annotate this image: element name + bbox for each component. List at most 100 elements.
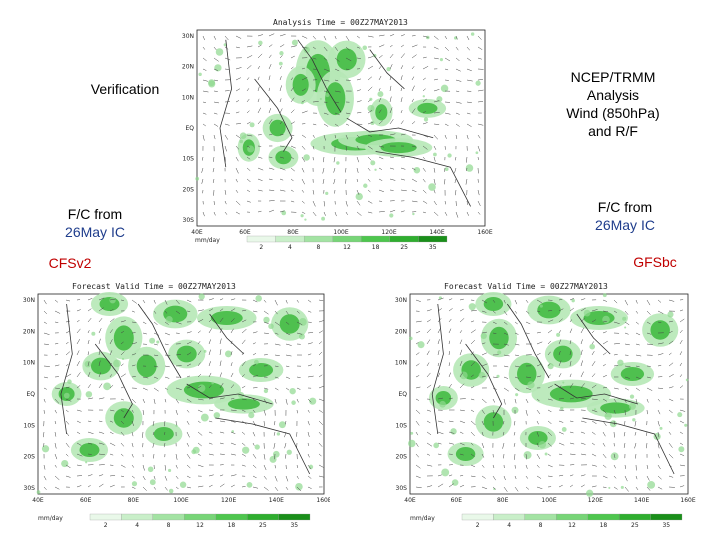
rain-area-core — [435, 391, 452, 405]
lat-tick-label: 20N — [23, 328, 35, 335]
wind-vector — [164, 321, 169, 325]
rain-area-core — [650, 320, 670, 340]
wind-vector — [54, 464, 57, 468]
wind-vector — [323, 211, 326, 216]
wind-vector — [98, 442, 105, 445]
wind-vector — [323, 79, 330, 82]
wind-vector — [400, 156, 405, 159]
wind-vector — [318, 351, 323, 356]
wind-vector — [323, 46, 328, 52]
wind-vector — [87, 308, 92, 312]
wind-vector — [657, 464, 661, 470]
wind-vector — [668, 453, 674, 459]
wind-vector — [367, 65, 374, 70]
wind-vector — [235, 111, 240, 114]
wind-vector — [197, 453, 201, 456]
wind-vector — [657, 310, 664, 314]
wind-vector — [558, 350, 561, 356]
wind-vector — [356, 89, 362, 92]
rain-area-core — [79, 443, 100, 457]
rain-speck — [336, 161, 340, 165]
colorbar-level: 4 — [135, 522, 139, 529]
wind-vector — [235, 145, 240, 150]
wind-vector — [131, 299, 137, 304]
wind-vector — [175, 354, 182, 356]
gfs-panel: Forecast Valid Time = 00Z27MAY2013 30N 20… — [392, 278, 702, 534]
rain-speck — [628, 402, 636, 410]
wind-vector — [252, 374, 259, 378]
wind-vector — [400, 110, 403, 114]
rain-speck — [617, 359, 624, 366]
wind-vector — [356, 156, 360, 163]
wind-vector — [657, 364, 662, 367]
wind-vector — [635, 354, 642, 357]
wind-vector — [296, 321, 303, 326]
wind-vector — [477, 101, 484, 103]
wind-vector — [356, 100, 362, 103]
wind-vector — [400, 87, 402, 92]
colorbar-level: 25 — [259, 522, 267, 529]
wind-vector — [164, 475, 168, 481]
wind-vector — [400, 120, 404, 125]
colorbar-level: 35 — [429, 244, 437, 250]
wind-vector — [257, 210, 262, 213]
coastline — [209, 313, 245, 355]
wind-vector — [334, 57, 340, 62]
wind-vector — [547, 385, 553, 389]
rain-speck — [304, 218, 307, 221]
wind-vector — [224, 211, 228, 215]
wind-vector — [201, 167, 204, 173]
wind-vector — [333, 156, 336, 163]
wind-vector — [224, 200, 227, 205]
wind-vector — [502, 431, 505, 436]
wind-vector — [164, 365, 170, 368]
rain-speck — [433, 442, 440, 449]
wind-vector — [109, 298, 116, 301]
wind-vector — [208, 319, 212, 323]
wind-vector — [65, 331, 70, 334]
wind-vector — [109, 484, 115, 488]
wind-vector — [197, 373, 202, 378]
wind-vector — [525, 299, 529, 303]
rain-speck — [417, 341, 425, 349]
wind-vector — [470, 464, 476, 468]
rain-speck — [291, 400, 296, 405]
wind-vector — [279, 85, 282, 92]
wind-vector — [459, 360, 463, 367]
wind-vector — [455, 79, 462, 82]
wind-vector — [481, 486, 488, 490]
wind-vector — [624, 321, 630, 326]
wind-vector — [131, 353, 137, 356]
wind-vector — [279, 44, 285, 48]
wind-vector — [131, 342, 138, 345]
wind-vector — [591, 442, 595, 446]
wind-vector — [131, 486, 136, 489]
wind-vector — [558, 409, 565, 412]
wind-vector — [466, 35, 470, 41]
wind-vector — [536, 398, 540, 402]
wind-vector — [657, 442, 660, 449]
wind-vector — [186, 431, 190, 438]
rain-area-core — [336, 48, 357, 71]
wind-vector — [257, 189, 263, 192]
cfs-map: Forecast Valid Time = 00Z27MAY2013 30N 20… — [23, 282, 330, 529]
wind-vector — [131, 376, 136, 378]
wind-vector — [591, 309, 598, 312]
fc-left-line-2: 26May IC — [65, 224, 125, 240]
wind-vector — [43, 332, 50, 335]
wind-vector — [87, 453, 92, 455]
wind-vector — [246, 189, 251, 193]
wind-vector — [514, 332, 519, 335]
wind-vector — [624, 310, 629, 315]
wind-vector — [602, 352, 607, 356]
wind-vector — [257, 86, 260, 92]
wind-vector — [197, 330, 201, 334]
rain-area-core — [455, 447, 476, 461]
wind-vector — [679, 385, 684, 389]
rain-area-core — [279, 314, 300, 334]
wind-vector — [580, 397, 586, 400]
wind-vector — [411, 85, 415, 92]
wind-vector — [378, 66, 382, 70]
wind-vector — [65, 363, 69, 367]
wind-vector — [186, 398, 192, 403]
